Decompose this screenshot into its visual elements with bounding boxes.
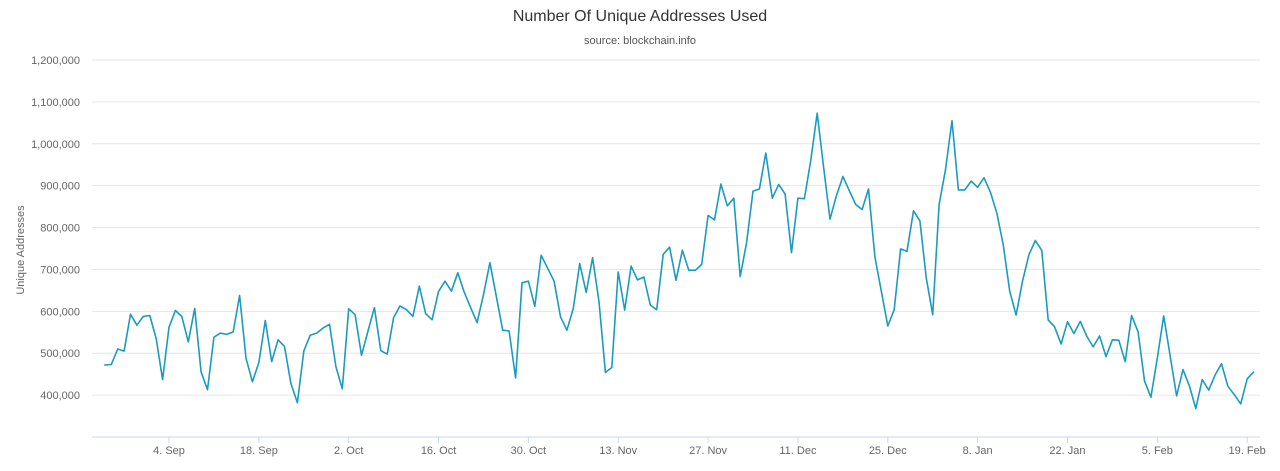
y-tick-label: 600,000 — [40, 306, 80, 318]
x-axis-ticks: 4. Sep 18. Sep 2. Oct 16. Oct 30. Oct 13. Nov… — [153, 437, 1266, 457]
x-tick-label: 2. Oct — [334, 445, 363, 457]
y-tick-label: 1,000,000 — [31, 139, 80, 151]
x-tick-label: 4. Sep — [153, 445, 185, 457]
y-tick-label: 400,000 — [40, 390, 80, 402]
chart-subtitle: source: blockchain.info — [584, 35, 696, 47]
series-line — [104, 112, 1255, 410]
x-tick-label: 16. Oct — [421, 445, 456, 457]
x-tick-label: 25. Dec — [869, 445, 907, 457]
y-axis-label: Unique Addresses — [15, 205, 27, 295]
y-tick-label: 900,000 — [40, 181, 80, 193]
y-tick-label: 500,000 — [40, 348, 80, 360]
y-tick-label: 700,000 — [40, 264, 80, 276]
grid-lines — [92, 59, 1260, 396]
y-tick-label: 800,000 — [40, 223, 80, 235]
x-tick-label: 11. Dec — [779, 445, 817, 457]
x-tick-label: 5. Feb — [1142, 445, 1173, 457]
x-tick-label: 22. Jan — [1049, 445, 1085, 457]
y-tick-label: 1,200,000 — [31, 55, 80, 67]
x-tick-label: 19. Feb — [1229, 445, 1266, 457]
x-tick-label: 27. Nov — [689, 445, 727, 457]
y-axis-ticks: 400,000 500,000 600,000 700,000 800,000 900,0… — [31, 55, 80, 402]
x-tick-label: 18. Sep — [240, 445, 278, 457]
series-group — [104, 112, 1255, 410]
x-tick-label: 8. Jan — [963, 445, 993, 457]
chart-title: Number Of Unique Addresses Used — [513, 8, 767, 25]
x-tick-label: 13. Nov — [599, 445, 637, 457]
x-tick-label: 30. Oct — [511, 445, 546, 457]
y-tick-label: 1,100,000 — [31, 97, 80, 109]
